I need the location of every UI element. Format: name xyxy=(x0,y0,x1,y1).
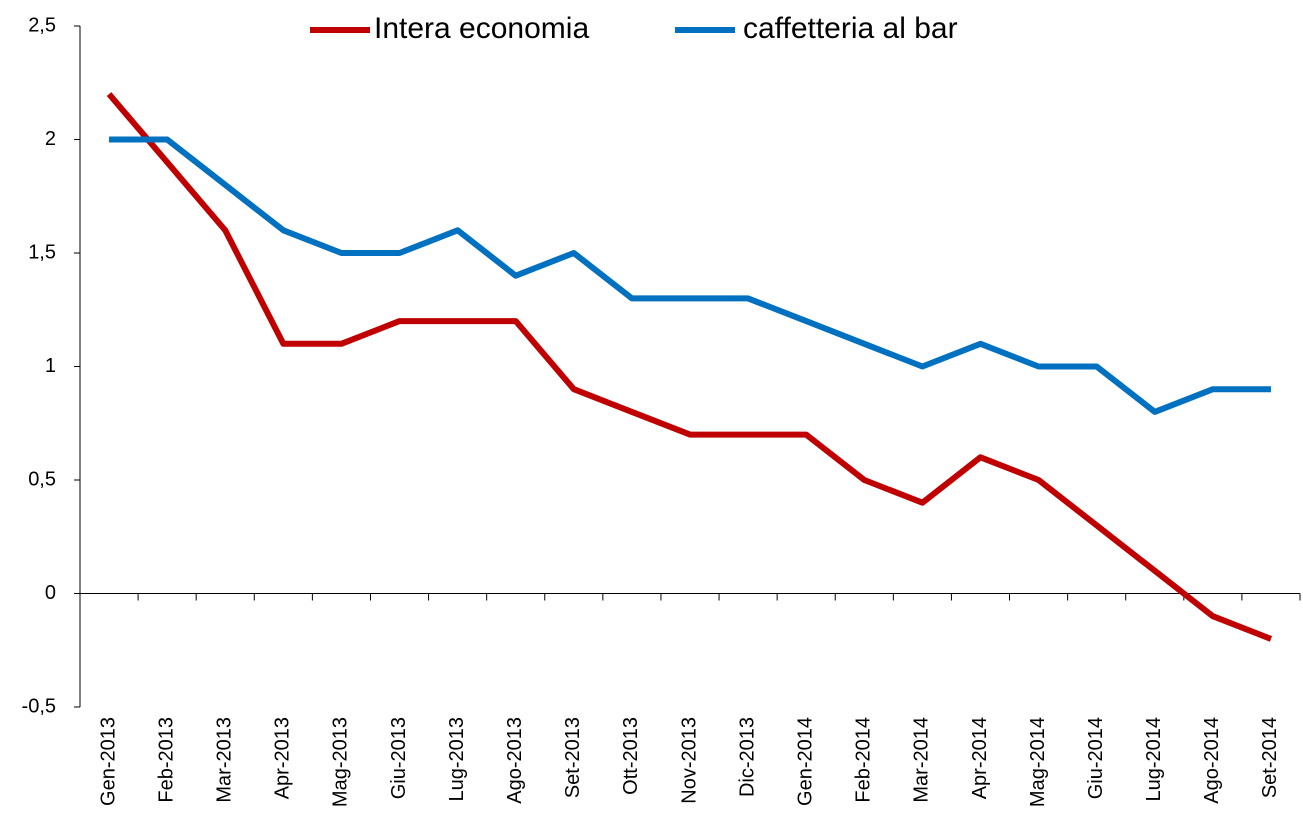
x-tick-label: Feb-2014 xyxy=(853,717,875,803)
x-tick-label: Mar-2013 xyxy=(214,717,236,803)
series-line xyxy=(109,136,1271,415)
x-tick-label: Ago-2013 xyxy=(504,717,526,804)
x-tick-label: Feb-2013 xyxy=(155,717,177,803)
x-tick-label: Mag-2013 xyxy=(330,717,352,807)
legend-label: caffetteria al bar xyxy=(743,12,958,45)
x-tick-label: Gen-2014 xyxy=(794,717,816,806)
x-tick-label: Gen-2013 xyxy=(97,717,119,806)
y-tick-label: -0,5 xyxy=(22,695,56,717)
legend-label: Intera economia xyxy=(374,12,589,45)
x-tick-label: Mag-2014 xyxy=(1027,717,1049,807)
series-line xyxy=(106,92,1273,642)
x-tick-label: Set-2014 xyxy=(1259,717,1281,798)
y-tick-label: 2,5 xyxy=(28,14,56,36)
x-tick-label: Mar-2014 xyxy=(911,717,933,803)
x-tick-label: Set-2013 xyxy=(562,717,584,798)
x-tick-label: Ago-2014 xyxy=(1201,717,1223,804)
y-tick-label: 0 xyxy=(45,582,56,604)
y-tick-label: 0,5 xyxy=(28,468,56,490)
x-tick-label: Apr-2014 xyxy=(969,717,991,799)
x-tick-label: Lug-2013 xyxy=(446,717,468,802)
x-tick-label: Lug-2014 xyxy=(1143,717,1165,802)
y-tick-label: 1,5 xyxy=(28,241,56,263)
x-tick-label: Ott-2013 xyxy=(620,717,642,795)
x-tick-label: Nov-2013 xyxy=(678,717,700,804)
x-tick-label: Apr-2013 xyxy=(272,717,294,799)
x-tick-label: Giu-2014 xyxy=(1085,717,1107,799)
x-tick-label: Dic-2013 xyxy=(736,717,758,797)
y-tick-label: 1 xyxy=(45,355,56,377)
x-tick-label: Giu-2013 xyxy=(388,717,410,799)
y-tick-label: 2 xyxy=(45,128,56,150)
